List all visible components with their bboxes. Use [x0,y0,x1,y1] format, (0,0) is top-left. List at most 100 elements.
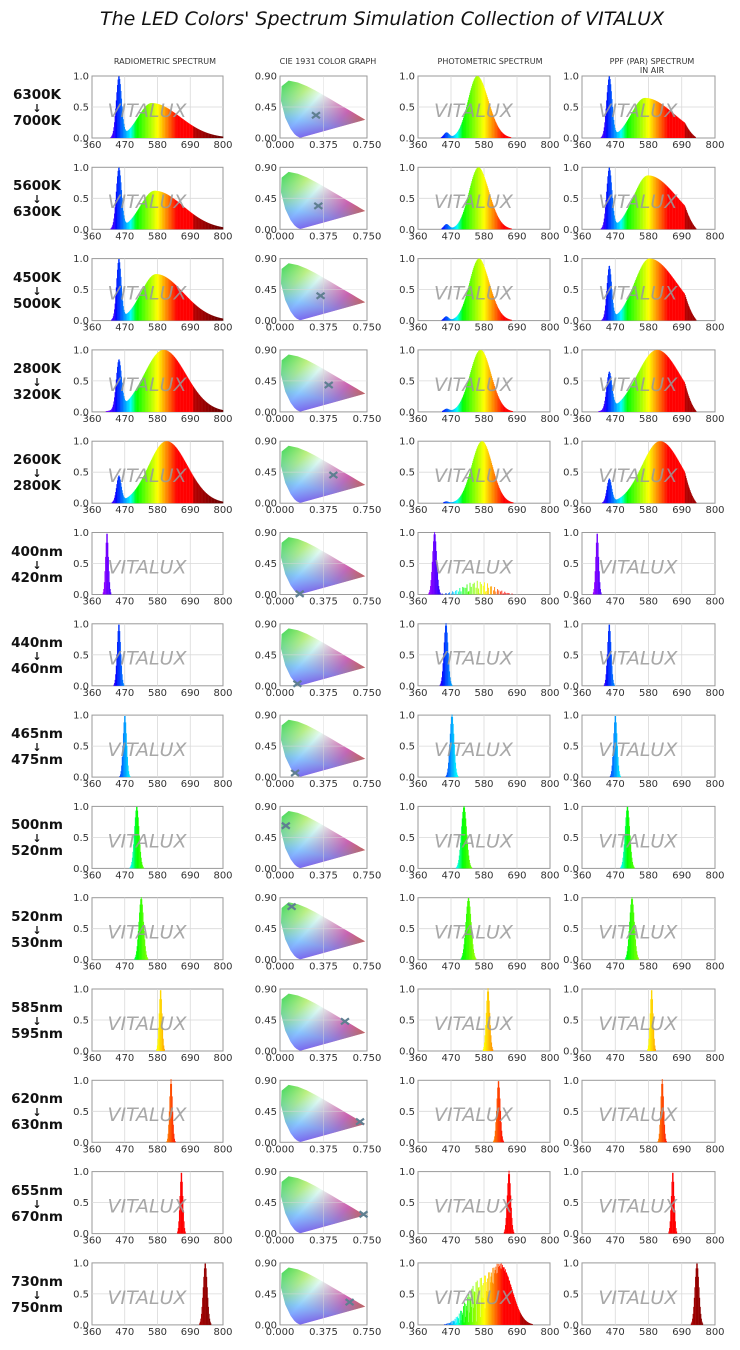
row-label-start: 2600K [12,452,62,469]
spectrum-band [452,591,454,595]
spectrum-band [485,444,487,504]
spectrum-band [648,451,650,504]
spectrum-series [110,167,224,230]
spectrum-band [505,592,507,595]
spectrum-band [442,671,443,686]
y-tick-label: 0.00 [255,225,277,236]
spectrum-band [476,76,478,138]
spectrum-band [478,593,480,595]
x-tick-label: 690 [507,779,526,790]
spectrum-band [453,318,455,321]
spectrum-band [695,410,697,412]
spectrum-band [115,674,117,686]
spectrum-band [205,1268,207,1325]
spectrum-band [599,410,601,412]
row-label-start: 5600K [12,178,62,195]
x-tick-label: 0.000 [266,323,295,334]
spectrum-band [217,408,218,412]
spectrum-band [689,130,690,138]
spectrum-band [693,135,695,138]
spectrum-band [678,199,680,230]
spectrum-band [475,262,476,321]
spectrum-band [158,1013,160,1051]
y-tick-label: 1.0 [563,1167,579,1178]
spectrum-band [697,1268,699,1325]
spectrum-band [453,733,455,778]
spectrum-band [133,393,134,412]
spectrum-band [474,171,476,230]
spectrum-band [178,1210,180,1234]
spectrum-band [190,212,192,230]
spectrum-band [656,441,658,504]
spectrum-band [142,912,144,960]
row-label-start: 6300K [12,87,62,103]
spectrum-band [509,1174,511,1234]
spectrum-band [482,173,484,230]
spectrum-band [506,135,508,138]
spectrum-band [200,487,202,504]
spectrum-band [639,100,641,138]
spectrum-band [116,484,118,504]
spectrum-band [484,1035,486,1051]
spectrum-band [629,912,631,960]
spectrum-band [529,1323,531,1325]
spectrum-band [182,205,184,230]
spectrum-band [700,1313,702,1325]
spectrum-band [662,104,664,138]
spectrum-band [120,182,122,230]
spectrum-band [116,654,118,686]
spectrum-band [619,497,621,504]
spectrum-series [482,988,494,1051]
spectrum-band [467,290,469,321]
spectrum-band [134,213,136,230]
spectrum-band [211,405,212,412]
x-tick-label: 690 [181,231,200,242]
spectrum-band [615,220,617,230]
x-tick-label: 800 [705,505,724,516]
spectrum-band [437,571,439,595]
spectrum-band [206,132,208,138]
x-tick-label: 800 [540,1236,559,1247]
spectrum-band [125,498,127,504]
spectrum-band [191,384,193,412]
spectrum-band [134,956,136,960]
spectrum-band [465,204,467,230]
spectrum-band [503,1231,505,1234]
spectrum-band [461,307,463,321]
spectrum-band [197,128,199,138]
spectrum-band [178,202,180,230]
spectrum-band [146,956,148,960]
spectrum-band [494,299,496,321]
spectrum-band [679,200,681,230]
spectrum-band [116,372,118,412]
spectrum-band [500,131,502,138]
spectrum-band [496,304,497,321]
spectrum-band [630,486,632,504]
spectrum-band [638,184,640,230]
spectrum-band [158,446,160,504]
spectrum-band [155,274,157,321]
spectrum-band [184,207,186,230]
spectrum-band [489,1012,491,1051]
spectrum-band [461,123,463,138]
spectrum-band [434,534,436,595]
spectrum-band [466,1310,468,1325]
cie-point-marker [313,201,323,210]
spectrum-band [499,129,501,138]
spectrum-band [136,488,137,504]
x-tick-label: 360 [408,1327,427,1338]
spectrum-band [692,313,693,321]
spectrum-band [163,276,165,321]
spectrum-band [607,176,609,230]
spectrum-band [220,136,222,138]
spectrum-band [604,683,606,686]
spectrum-band [500,490,502,504]
spectrum-band [624,493,626,504]
spectrum-band [463,806,465,869]
spectrum-band [601,136,603,138]
spectrum-band [645,359,647,412]
spectrum-band [473,360,475,412]
x-tick-label: 0.000 [266,1236,295,1247]
spectrum-band [449,226,451,230]
spectrum-band [492,114,494,138]
